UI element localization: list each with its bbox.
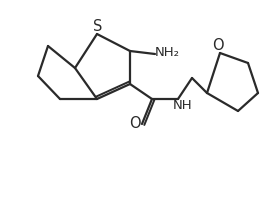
Text: S: S [93, 19, 103, 34]
Text: O: O [129, 117, 141, 131]
Text: NH: NH [173, 98, 193, 111]
Text: O: O [212, 37, 224, 53]
Text: NH₂: NH₂ [155, 46, 179, 59]
